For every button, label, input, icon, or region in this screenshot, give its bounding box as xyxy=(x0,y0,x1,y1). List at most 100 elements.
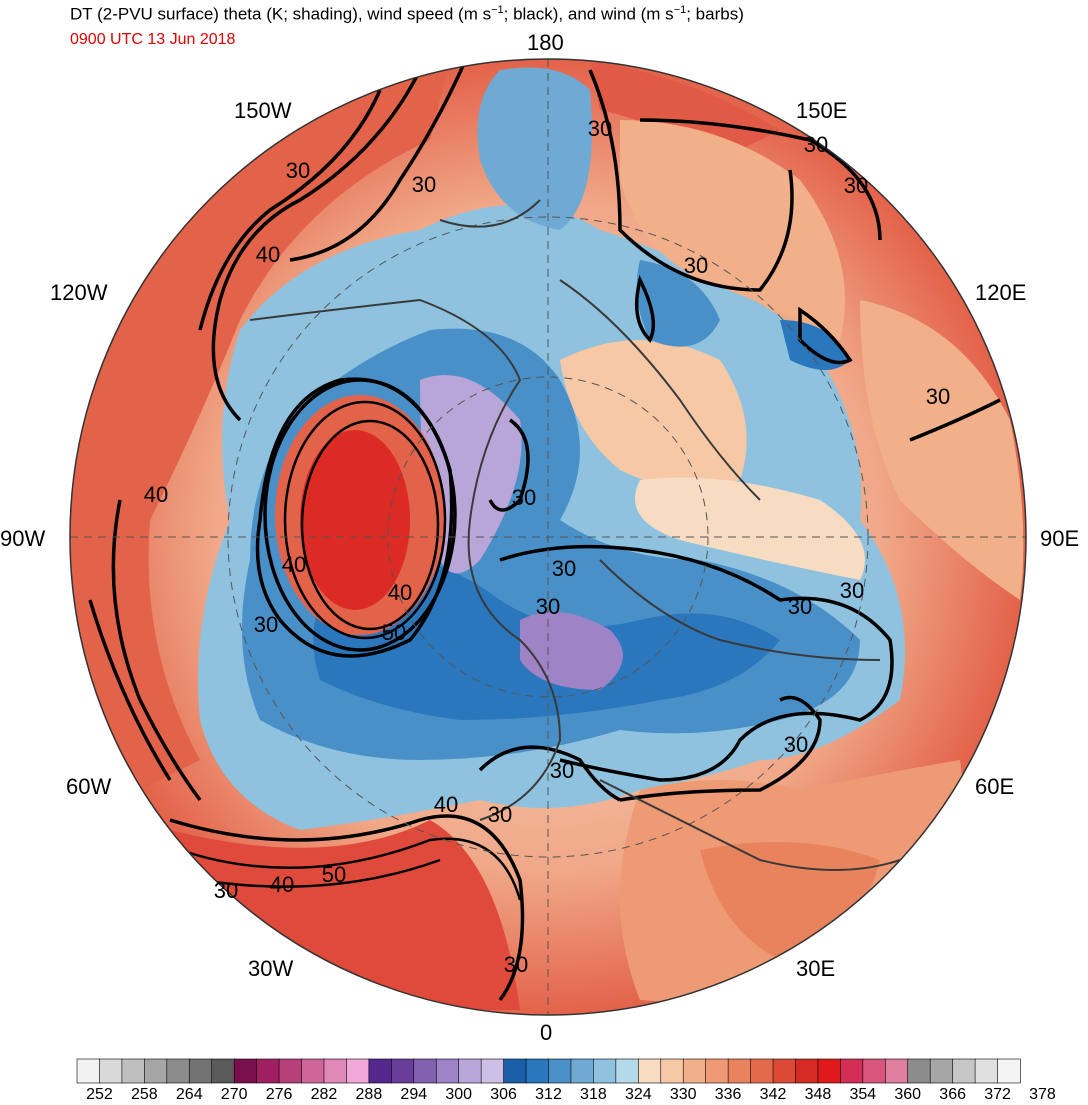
contour-label: 40 xyxy=(144,482,168,507)
colorbar-swatch xyxy=(413,1058,438,1084)
colorbar-swatch xyxy=(952,1058,976,1084)
valid-time: 0900 UTC 13 Jun 2018 xyxy=(70,31,236,48)
title-superscript-2: −1 xyxy=(673,4,687,16)
colorbar-tick-label: 360 xyxy=(894,1086,922,1103)
colorbar-tick-label: 324 xyxy=(624,1086,652,1103)
colorbar-swatch xyxy=(795,1058,819,1084)
contour-label: 30 xyxy=(286,158,310,183)
contour-label: 30 xyxy=(214,878,238,903)
contour-label: 30 xyxy=(552,556,576,581)
contour-label: 30 xyxy=(804,132,828,157)
colorbar-tick-label: 294 xyxy=(400,1086,428,1103)
colorbar-tick-label: 264 xyxy=(175,1086,203,1103)
colorbar-swatch xyxy=(211,1058,235,1084)
lon-label-30w: 30W xyxy=(248,956,294,981)
contour-label: 30 xyxy=(488,802,512,827)
colorbar-tick-label: 276 xyxy=(265,1086,293,1103)
colorbar-tick-label: 306 xyxy=(490,1086,517,1103)
lon-label-60e: 60E xyxy=(975,774,1015,799)
contour-label: 30 xyxy=(926,384,950,409)
colorbar-tick-label: 258 xyxy=(130,1086,158,1103)
colorbar-tick-label: 372 xyxy=(984,1086,1011,1103)
contour-label: 30 xyxy=(254,612,278,637)
colorbar-swatch xyxy=(727,1058,752,1084)
colorbar-tick-label: 270 xyxy=(220,1086,248,1103)
colorbar-tick-label: 312 xyxy=(535,1086,562,1103)
lon-label-120w: 120W xyxy=(50,280,108,305)
coastlines xyxy=(249,199,901,871)
colorbar-tick-label: 336 xyxy=(714,1086,742,1103)
wind-speed-contours xyxy=(88,59,1001,1002)
colorbar-swatch xyxy=(525,1058,550,1084)
colorbar-swatch xyxy=(144,1058,168,1084)
lon-label-30e: 30E xyxy=(796,956,836,981)
colorbar-swatch xyxy=(480,1058,505,1084)
colorbar-swatch xyxy=(772,1058,797,1084)
colorbar-swatch xyxy=(660,1058,685,1084)
colorbar-swatch xyxy=(256,1058,280,1084)
colorbar-tick-label: 348 xyxy=(804,1086,832,1103)
colorbar-swatch xyxy=(188,1058,213,1084)
colorbar-swatch xyxy=(368,1058,393,1084)
colorbar-tick-label: 354 xyxy=(849,1086,877,1103)
colorbar-swatch xyxy=(682,1058,707,1084)
contour-label: 30 xyxy=(684,253,708,278)
colorbar-swatch xyxy=(278,1058,303,1084)
colorbar-swatch xyxy=(615,1058,640,1084)
contour-label: 30 xyxy=(512,485,536,510)
colorbar-tick-label: 282 xyxy=(310,1086,338,1103)
contour-label: 50 xyxy=(382,620,406,645)
lon-label-150w: 150W xyxy=(234,98,292,123)
colorbar-swatch xyxy=(750,1058,774,1084)
colorbar-tick-label: 330 xyxy=(669,1086,697,1103)
colorbar-swatch xyxy=(862,1058,887,1084)
contour-label: 40 xyxy=(434,792,458,817)
contour-label: 40 xyxy=(388,580,412,605)
contour-label: 30 xyxy=(536,594,560,619)
contour-label: 30 xyxy=(588,116,612,141)
lon-label-150e: 150E xyxy=(796,98,848,123)
lon-label-60w: 60W xyxy=(66,774,112,799)
colorbar-swatch xyxy=(121,1058,146,1084)
graticule xyxy=(70,59,1026,1015)
colorbar-swatch xyxy=(840,1058,864,1084)
contour-label: 30 xyxy=(412,172,436,197)
contour-label: 30 xyxy=(840,578,864,603)
colorbar-swatch xyxy=(705,1058,729,1084)
colorbar-swatch xyxy=(997,1058,1021,1084)
lon-label-120e: 120E xyxy=(975,280,1027,305)
colorbar-swatch xyxy=(323,1058,348,1084)
colorbar-tick-label: 252 xyxy=(86,1086,113,1103)
colorbar-swatch xyxy=(76,1058,101,1084)
colorbar-swatch xyxy=(884,1058,909,1084)
title-part-2: ; black), and wind (m s xyxy=(503,4,674,24)
lon-label-90e: 90E xyxy=(1040,526,1080,551)
colorbar-tick-label: 318 xyxy=(580,1086,607,1103)
contour-label: 40 xyxy=(256,242,280,267)
title-part-1: DT (2-PVU surface) theta (K; shading), w… xyxy=(70,4,492,24)
colorbar-swatch xyxy=(974,1058,999,1084)
contour-label: 30 xyxy=(784,732,808,757)
contour-label: 40 xyxy=(282,552,306,577)
contour-label: 50 xyxy=(322,862,346,887)
lon-label-90w: 90W xyxy=(0,526,46,551)
colorbar-swatch xyxy=(233,1058,258,1084)
colorbar-swatch xyxy=(929,1058,954,1084)
colorbar-swatch xyxy=(99,1058,123,1084)
colorbar-swatch xyxy=(166,1058,191,1084)
colorbar-swatch xyxy=(548,1058,572,1084)
lon-label-180: 180 xyxy=(527,30,564,55)
colorbar-tick-label: 300 xyxy=(445,1086,473,1103)
colorbar-tick-label: 342 xyxy=(759,1086,787,1103)
contour-label-group: 30 30 40 30 30 40 30 40 40 50 30 30 30 3… xyxy=(144,116,950,977)
colorbar-swatch xyxy=(593,1058,617,1084)
colorbar-tick-label: 366 xyxy=(939,1086,966,1103)
colorbar-swatch xyxy=(907,1058,931,1084)
colorbar xyxy=(76,1058,1021,1084)
colorbar-swatch xyxy=(817,1058,842,1084)
contour-label: 30 xyxy=(504,952,528,977)
colorbar-tick-label: 288 xyxy=(355,1086,383,1103)
lon-label-0: 0 xyxy=(540,1020,553,1045)
colorbar-swatch xyxy=(301,1058,325,1084)
